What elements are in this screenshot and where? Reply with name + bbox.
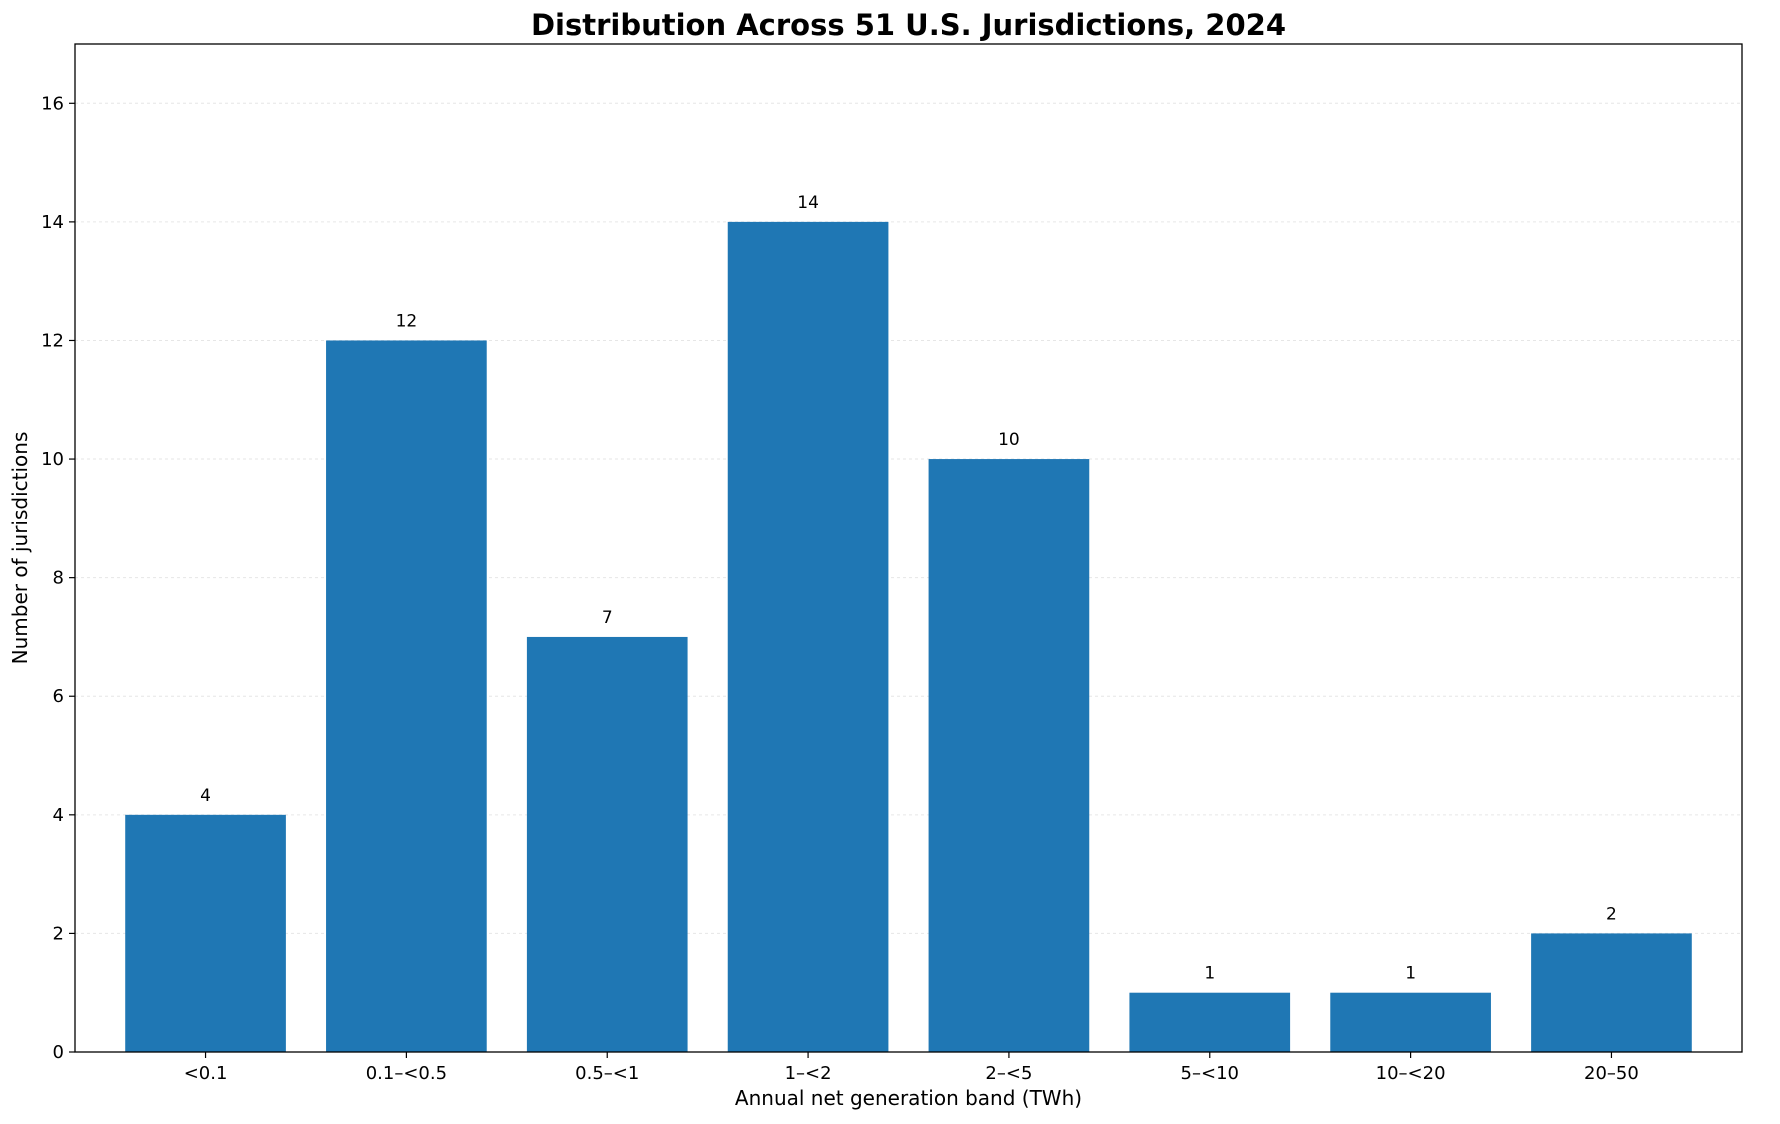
x-tick-label: 1–<2 (785, 1063, 832, 1084)
y-axis-ticks: 0 2 4 6 8 10 12 14 16 (41, 93, 75, 1063)
x-tick-label: 5–<10 (1181, 1063, 1239, 1084)
x-axis-label: Annual net generation band (TWh) (735, 1086, 1082, 1110)
bar-value-label: 1 (1405, 964, 1416, 984)
y-tick-label: 0 (53, 1042, 64, 1063)
y-tick-label: 4 (53, 805, 64, 826)
x-tick-label: 0.5–<1 (575, 1063, 639, 1084)
bar-value-label: 1 (1204, 964, 1215, 984)
bar-7 (1531, 933, 1692, 1052)
y-tick-label: 8 (53, 568, 64, 589)
bar-value-label: 2 (1606, 904, 1617, 924)
bar-value-label: 7 (602, 608, 613, 628)
plot-area-frame (74, 43, 1743, 1053)
bar-3 (727, 221, 889, 1053)
y-tick-label: 10 (41, 449, 64, 470)
y-tick-label: 2 (53, 923, 64, 944)
y-axis-label: Number of jurisdictions (8, 432, 32, 665)
y-tick-label: 12 (41, 330, 64, 351)
x-tick-label: 20–50 (1584, 1063, 1639, 1084)
x-tick-label: 10–<20 (1376, 1063, 1446, 1084)
x-axis-ticks: <0.1 0.1–<0.5 0.5–<1 1–<2 2–<5 5–<10 10–<20 20–… (184, 1052, 1639, 1084)
bar-4 (928, 459, 1090, 1052)
bar-value-label: 4 (200, 786, 211, 806)
gridlines (75, 102, 1742, 934)
y-tick-label: 14 (41, 212, 64, 233)
bars (125, 221, 1692, 1053)
x-tick-label: 2–<5 (985, 1063, 1032, 1084)
bar-1 (326, 340, 487, 1052)
chart-title: Distribution Across 51 U.S. Jurisdiction… (531, 8, 1286, 42)
bar-value-label: 12 (396, 311, 418, 331)
bar-value-label: 14 (797, 193, 819, 213)
y-tick-label: 6 (53, 686, 64, 707)
bar-0 (125, 814, 286, 1052)
bar-6 (1330, 992, 1491, 1052)
bar-2 (526, 636, 688, 1052)
bar-5 (1129, 992, 1291, 1052)
bar-value-label: 10 (998, 430, 1020, 450)
x-tick-label: <0.1 (184, 1063, 228, 1084)
x-tick-label: 0.1–<0.5 (366, 1063, 447, 1084)
y-tick-label: 16 (41, 93, 64, 114)
